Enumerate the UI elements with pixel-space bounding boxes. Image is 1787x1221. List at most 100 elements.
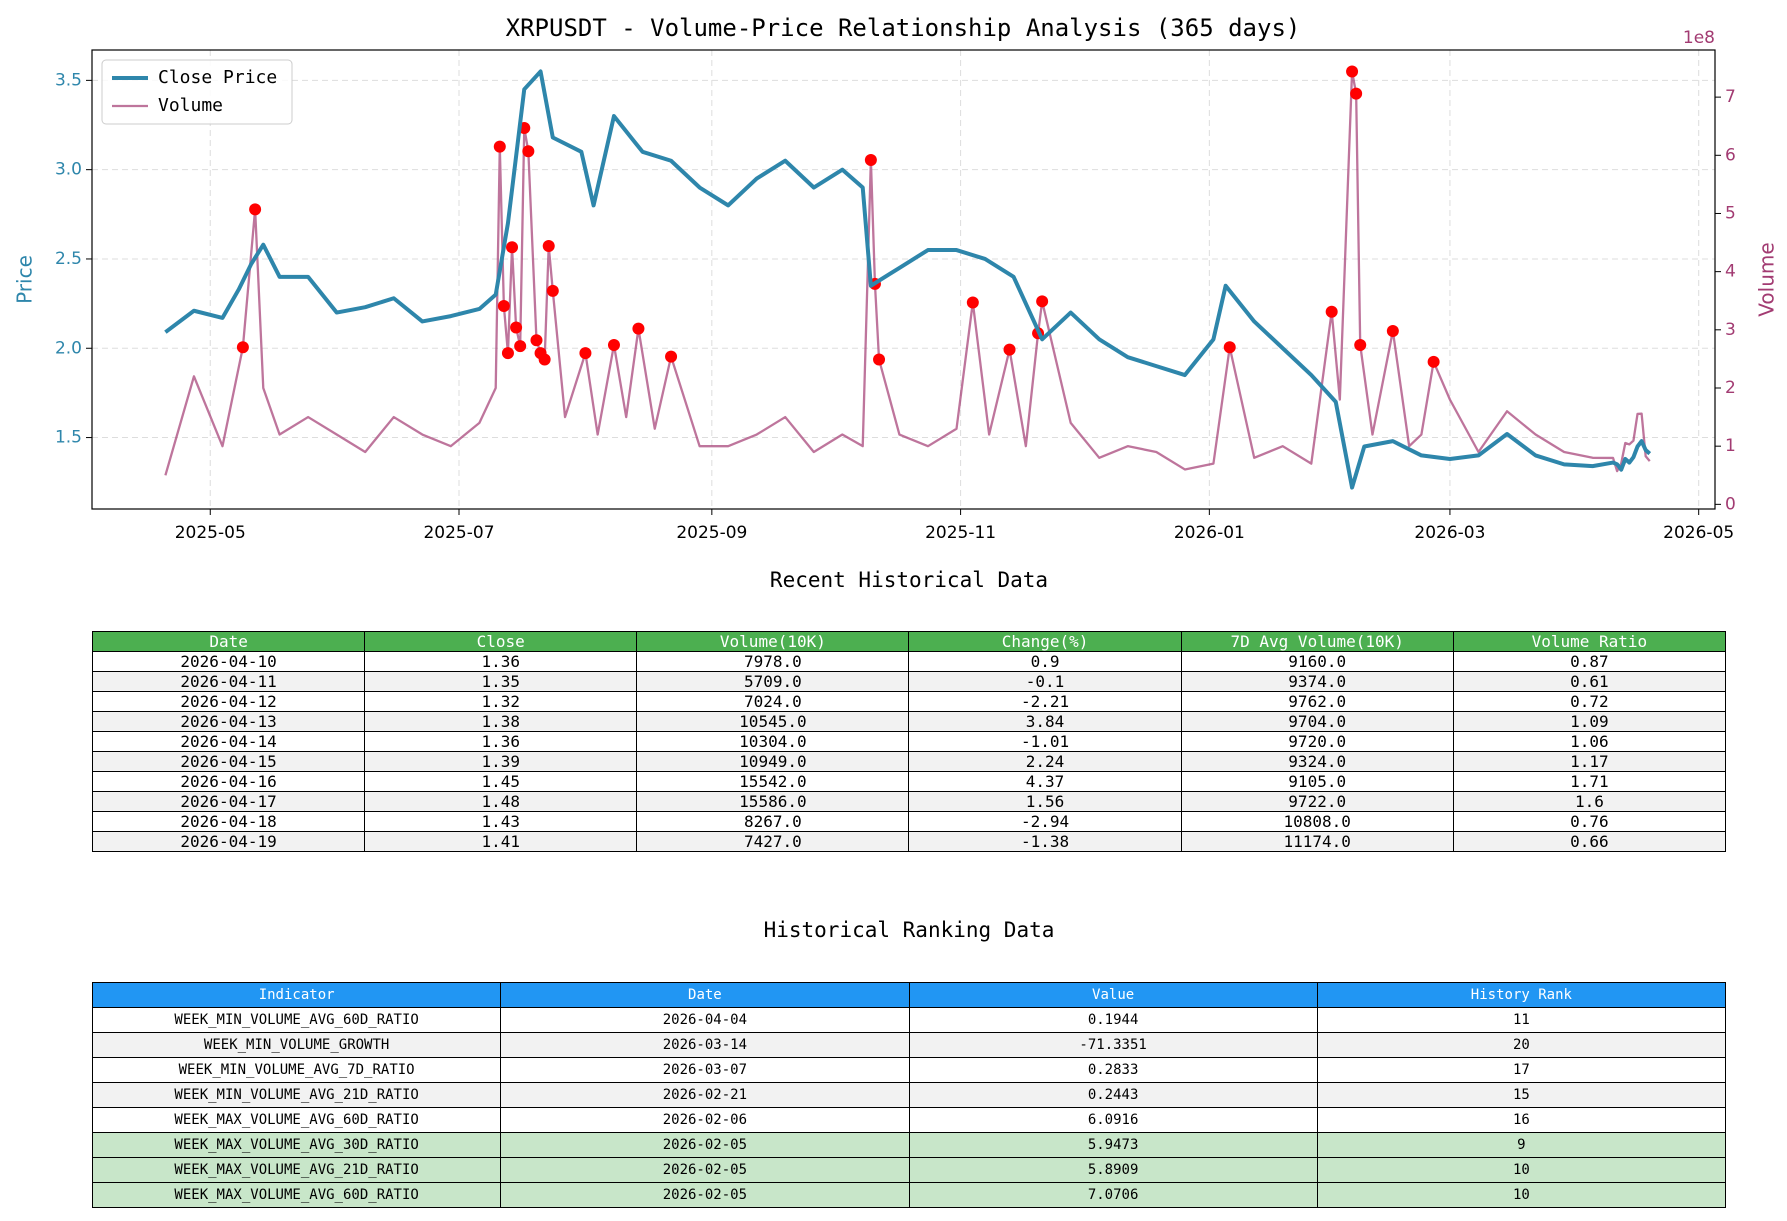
table-cell: 1.36 — [364, 731, 638, 752]
y-tick-label: 2.0 — [55, 338, 82, 358]
x-tick-label: 2026-05 — [1663, 523, 1734, 540]
spike-marker — [864, 153, 877, 166]
table-cell: 10545.0 — [636, 711, 910, 732]
legend: Close Price Volume — [101, 59, 293, 125]
table-cell: 5709.0 — [636, 671, 910, 692]
table-row: 2026-04-18 1.43 8267.0 -2.94 10808.0 0.76 — [91, 811, 1727, 832]
table-cell: 2026-02-05 — [500, 1132, 910, 1158]
table-row: 2026-04-11 1.35 5709.0 -0.1 9374.0 0.61 — [91, 671, 1727, 692]
spike-marker — [1346, 65, 1359, 78]
table-cell: 10 — [1316, 1157, 1727, 1183]
table-cell: 11174.0 — [1180, 831, 1454, 852]
table-cell: 9720.0 — [1180, 731, 1454, 752]
header-cell: Volume Ratio — [1452, 631, 1727, 652]
table-row: 2026-04-10 1.36 7978.0 0.9 9160.0 0.87 — [91, 651, 1727, 672]
legend-label: Volume — [158, 95, 223, 116]
table-cell: 8267.0 — [636, 811, 910, 832]
x-tick-label: 2026-03 — [1414, 523, 1485, 540]
spike-marker — [1223, 341, 1236, 354]
table-row: WEEK_MIN_VOLUME_AVG_60D_RATIO 2026-04-04 0… — [91, 1007, 1727, 1033]
table-cell: 0.72 — [1452, 691, 1727, 712]
table-cell: 1.09 — [1452, 711, 1727, 732]
spike-marker — [249, 203, 262, 216]
spike-marker — [538, 353, 551, 366]
table-cell: 1.48 — [364, 791, 638, 812]
table-cell: 1.17 — [1452, 751, 1727, 772]
table-cell: -0.1 — [908, 671, 1182, 692]
data-table: Date Close Volume(10K) Change(%) 7D Avg Volu… — [91, 631, 1727, 852]
table-cell: 2026-04-12 — [91, 691, 366, 712]
y2-tick-label: 5 — [1725, 203, 1736, 223]
spike-marker — [493, 140, 506, 153]
table-row: 2026-04-12 1.32 7024.0 -2.21 9762.0 0.72 — [91, 691, 1727, 712]
table-cell: 15586.0 — [636, 791, 910, 812]
spike-marker — [632, 322, 645, 335]
spike-marker — [607, 338, 620, 351]
y2-tick-label: 1 — [1725, 436, 1736, 456]
table-row: 2026-04-15 1.39 10949.0 2.24 9324.0 1.17 — [91, 751, 1727, 772]
table-cell: WEEK_MIN_VOLUME_AVG_21D_RATIO — [91, 1082, 502, 1108]
table-cell: 5.8909 — [908, 1157, 1318, 1183]
table-cell: 10808.0 — [1180, 811, 1454, 832]
table-cell: 0.2443 — [908, 1082, 1318, 1108]
header-row: Indicator Date Value History Rank — [91, 982, 1727, 1008]
data-table: Indicator Date Value History Rank WEEK_MIN_V… — [91, 982, 1727, 1208]
table-row: WEEK_MIN_VOLUME_AVG_7D_RATIO 2026-03-07 0.… — [91, 1057, 1727, 1083]
y2-tick-label: 0 — [1725, 494, 1736, 514]
spike-marker — [514, 340, 527, 353]
table-cell: 2026-04-10 — [91, 651, 366, 672]
table-cell: 10 — [1316, 1182, 1727, 1208]
table-cell: 7.0706 — [908, 1182, 1318, 1208]
series-line — [164, 70, 1651, 476]
table-cell: 2026-04-18 — [91, 811, 366, 832]
table-cell: -2.21 — [908, 691, 1182, 712]
spike-marker — [522, 145, 535, 158]
table-cell: 7024.0 — [636, 691, 910, 712]
table-cell: 2026-04-16 — [91, 771, 366, 792]
spike-marker — [579, 347, 592, 360]
legend-box — [101, 59, 293, 125]
table-row: WEEK_MAX_VOLUME_AVG_60D_RATIO 2026-02-06 6… — [91, 1107, 1727, 1133]
table-cell: 1.36 — [364, 651, 638, 672]
header-cell: Date — [91, 631, 366, 652]
header-cell: Volume(10K) — [636, 631, 910, 652]
spike-marker — [510, 321, 523, 334]
table-row: WEEK_MIN_VOLUME_AVG_21D_RATIO 2026-02-21 0… — [91, 1082, 1727, 1108]
table-cell: 2026-04-13 — [91, 711, 366, 732]
plot-frame — [91, 49, 1716, 510]
header-cell: Indicator — [91, 982, 502, 1008]
table-cell: WEEK_MAX_VOLUME_AVG_60D_RATIO — [91, 1182, 502, 1208]
table-cell: 1.06 — [1452, 731, 1727, 752]
chart-title: XRPUSDT - Volume-Price Relationship Anal… — [506, 14, 1301, 42]
table-cell: 1.45 — [364, 771, 638, 792]
table-cell: 2.24 — [908, 751, 1182, 772]
y-tick-label: 1.5 — [55, 428, 82, 448]
header-row: Date Close Volume(10K) Change(%) 7D Avg Volu… — [91, 631, 1727, 652]
table-cell: 15 — [1316, 1082, 1727, 1108]
spike-marker — [1386, 324, 1399, 337]
spike-marker — [1427, 355, 1440, 368]
table-cell: 20 — [1316, 1032, 1727, 1058]
series-line — [164, 69, 1652, 490]
table-cell: 9105.0 — [1180, 771, 1454, 792]
table-row: 2026-04-16 1.45 15542.0 4.37 9105.0 1.71 — [91, 771, 1727, 792]
table-cell: 9160.0 — [1180, 651, 1454, 672]
spike-marker — [1325, 305, 1338, 318]
table-cell: 2026-02-06 — [500, 1107, 910, 1133]
table-cell: 0.66 — [1452, 831, 1727, 852]
x-tick-label: 2026-01 — [1174, 523, 1245, 540]
y2-tick-label: 4 — [1725, 262, 1736, 282]
y-axis-label: Price — [13, 255, 37, 304]
table-cell: 2026-02-21 — [500, 1082, 910, 1108]
spike-marker — [873, 353, 886, 366]
table-cell: 10949.0 — [636, 751, 910, 772]
table-cell: 2026-02-05 — [500, 1157, 910, 1183]
x-tick-label: 2025-09 — [676, 523, 747, 540]
y-tick-label: 3.0 — [55, 160, 82, 180]
table-cell: 2026-04-17 — [91, 791, 366, 812]
table-cell: 2026-04-14 — [91, 731, 366, 752]
table-cell: 4.37 — [908, 771, 1182, 792]
spike-marker — [1036, 295, 1049, 308]
x-tick-label: 2025-05 — [175, 523, 246, 540]
table-cell: 1.41 — [364, 831, 638, 852]
